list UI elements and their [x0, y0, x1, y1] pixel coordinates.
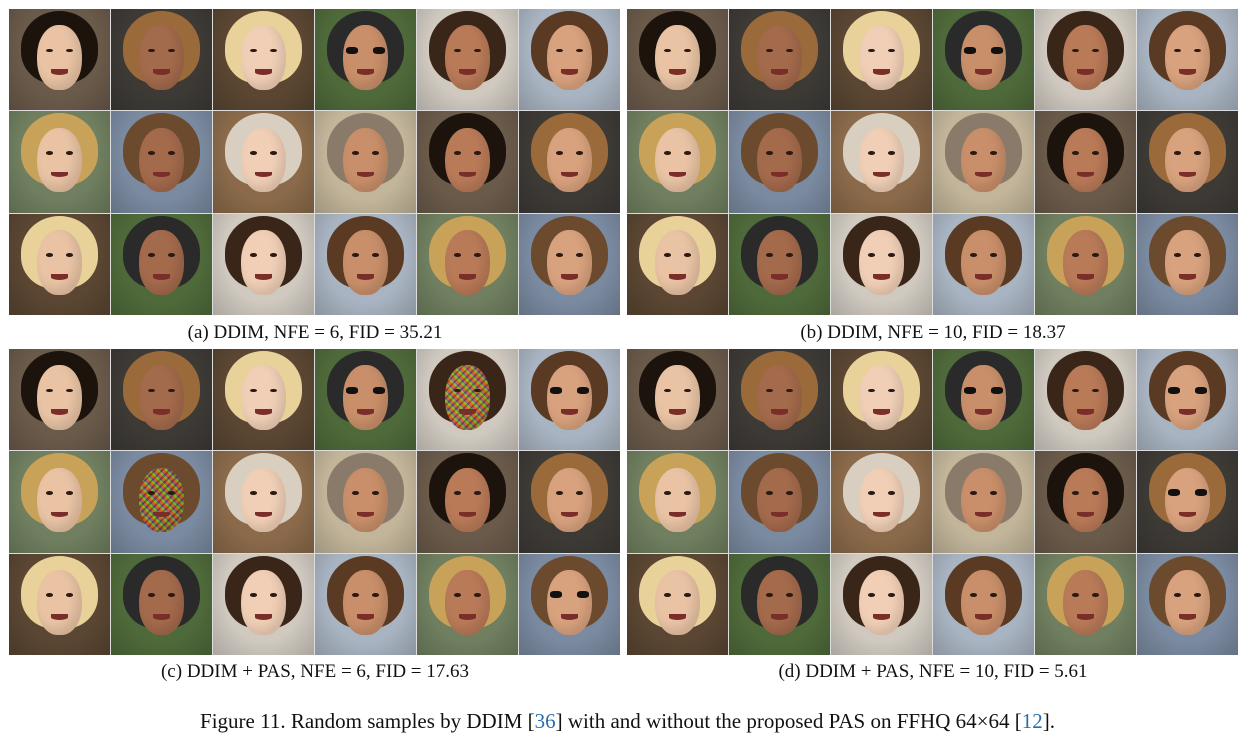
face-sample-image — [417, 111, 518, 213]
face-sample-image — [1137, 111, 1238, 213]
face-sample-image — [213, 553, 314, 655]
citation-link-36[interactable]: 36 — [534, 709, 556, 733]
face-sample-image — [9, 553, 110, 655]
face-sample-image — [627, 213, 728, 315]
sample-grid-d — [627, 349, 1238, 655]
face-sample-image — [9, 451, 110, 553]
sample-grid-a — [9, 9, 620, 315]
face-sample-image — [9, 111, 110, 213]
face-sample-image — [933, 9, 1034, 111]
caption-text-part-1: Random samples by DDIM [ — [285, 709, 535, 733]
face-sample-image — [831, 9, 932, 111]
face-sample-image — [417, 451, 518, 553]
face-sample-image — [831, 451, 932, 553]
face-sample-image — [417, 553, 518, 655]
subfigure-caption-d: (d) DDIM + PAS, NFE = 10, FID = 5.61 — [778, 661, 1088, 682]
figure-label: Figure 11. — [200, 709, 286, 733]
face-sample-image — [627, 553, 728, 655]
face-sample-image — [111, 451, 212, 553]
face-sample-image — [729, 9, 830, 111]
face-sample-image — [315, 9, 416, 111]
sample-grid-b — [627, 9, 1238, 315]
face-sample-image — [213, 213, 314, 315]
face-sample-image — [729, 349, 830, 451]
face-sample-image — [1137, 9, 1238, 111]
caption-text-part-2: ] with and without the proposed PAS on F… — [555, 709, 1022, 733]
face-sample-image — [1035, 9, 1136, 111]
figure-caption: Figure 11. Random samples by DDIM [36] w… — [0, 708, 1255, 734]
face-sample-image — [729, 213, 830, 315]
face-sample-image — [213, 349, 314, 451]
face-sample-image — [315, 213, 416, 315]
face-sample-image — [831, 111, 932, 213]
face-sample-image — [933, 451, 1034, 553]
face-sample-image — [1035, 451, 1136, 553]
face-sample-image — [933, 553, 1034, 655]
face-sample-image — [213, 451, 314, 553]
face-sample-image — [315, 111, 416, 213]
face-sample-image — [729, 553, 830, 655]
face-sample-image — [831, 213, 932, 315]
face-sample-image — [519, 213, 620, 315]
face-sample-image — [729, 451, 830, 553]
subfigure-caption-c: (c) DDIM + PAS, NFE = 6, FID = 17.63 — [160, 661, 470, 682]
face-sample-image — [519, 553, 620, 655]
face-sample-image — [111, 111, 212, 213]
face-sample-image — [831, 553, 932, 655]
face-sample-image — [111, 213, 212, 315]
face-sample-image — [213, 111, 314, 213]
face-sample-image — [933, 111, 1034, 213]
face-sample-image — [933, 349, 1034, 451]
face-sample-image — [315, 451, 416, 553]
face-sample-image — [9, 349, 110, 451]
sample-grid-c — [9, 349, 620, 655]
face-sample-image — [1035, 349, 1136, 451]
face-sample-image — [1035, 111, 1136, 213]
face-sample-image — [831, 349, 932, 451]
face-sample-image — [1035, 553, 1136, 655]
face-sample-image — [729, 111, 830, 213]
face-sample-image — [1137, 349, 1238, 451]
face-sample-image — [519, 349, 620, 451]
face-sample-image — [627, 9, 728, 111]
face-sample-image — [1137, 213, 1238, 315]
face-sample-image — [519, 9, 620, 111]
face-sample-image — [111, 553, 212, 655]
face-sample-image — [1035, 213, 1136, 315]
face-sample-image — [315, 553, 416, 655]
face-sample-image — [627, 451, 728, 553]
face-sample-image — [1137, 451, 1238, 553]
face-sample-image — [417, 213, 518, 315]
face-sample-image — [417, 9, 518, 111]
face-sample-image — [627, 349, 728, 451]
citation-link-12[interactable]: 12 — [1021, 709, 1043, 733]
face-sample-image — [9, 9, 110, 111]
face-sample-image — [519, 451, 620, 553]
face-sample-image — [1137, 553, 1238, 655]
face-sample-image — [111, 9, 212, 111]
face-sample-image — [933, 213, 1034, 315]
subfigure-caption-b: (b) DDIM, NFE = 10, FID = 18.37 — [800, 322, 1066, 343]
face-sample-image — [315, 349, 416, 451]
face-sample-image — [213, 9, 314, 111]
caption-text-part-3: ]. — [1042, 709, 1055, 733]
face-sample-image — [519, 111, 620, 213]
face-sample-image — [111, 349, 212, 451]
face-sample-image — [627, 111, 728, 213]
face-sample-image — [9, 213, 110, 315]
subfigure-caption-a: (a) DDIM, NFE = 6, FID = 35.21 — [187, 322, 443, 343]
face-sample-image — [417, 349, 518, 451]
